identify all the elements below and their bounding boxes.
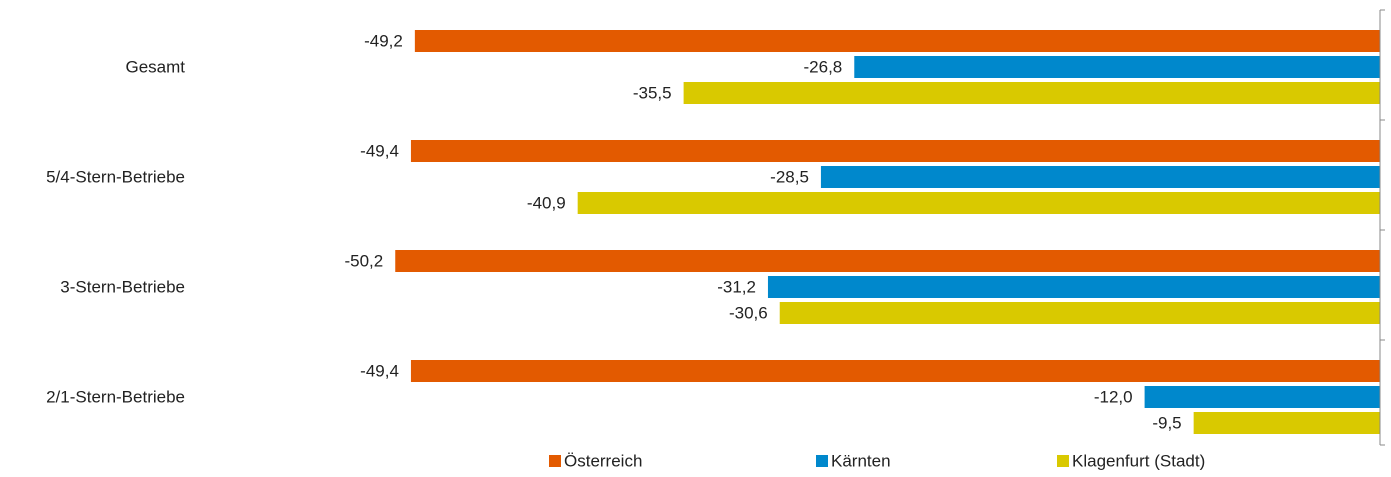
bar	[1144, 386, 1380, 408]
value-label: -50,2	[344, 251, 383, 270]
legend-swatch	[549, 455, 561, 467]
value-label: -30,6	[729, 303, 768, 322]
bar	[683, 82, 1380, 104]
value-label: -40,9	[527, 193, 566, 212]
category-label: 2/1-Stern-Betriebe	[46, 387, 185, 406]
legend-swatch	[1057, 455, 1069, 467]
value-label: -31,2	[717, 277, 756, 296]
value-label: -9,5	[1152, 413, 1181, 432]
value-label: -49,2	[364, 31, 403, 50]
value-label: -49,4	[360, 361, 399, 380]
bar	[1193, 412, 1380, 434]
legend-label: Österreich	[564, 451, 642, 470]
value-label: -12,0	[1094, 387, 1133, 406]
bar	[414, 30, 1380, 52]
category-label: 5/4-Stern-Betriebe	[46, 167, 185, 186]
value-label: -35,5	[633, 83, 672, 102]
bar	[410, 140, 1381, 162]
category-label: 3-Stern-Betriebe	[60, 277, 185, 296]
bar	[779, 302, 1380, 324]
bar	[577, 192, 1380, 214]
value-label: -49,4	[360, 141, 399, 160]
bar	[854, 56, 1380, 78]
category-label: Gesamt	[125, 57, 185, 76]
bar	[820, 166, 1380, 188]
value-label: -28,5	[770, 167, 809, 186]
bar	[395, 250, 1380, 272]
value-label: -26,8	[804, 57, 843, 76]
legend-swatch	[816, 455, 828, 467]
legend-label: Klagenfurt (Stadt)	[1072, 451, 1205, 470]
bar	[767, 276, 1380, 298]
legend-label: Kärnten	[831, 451, 891, 470]
bar	[410, 360, 1381, 382]
